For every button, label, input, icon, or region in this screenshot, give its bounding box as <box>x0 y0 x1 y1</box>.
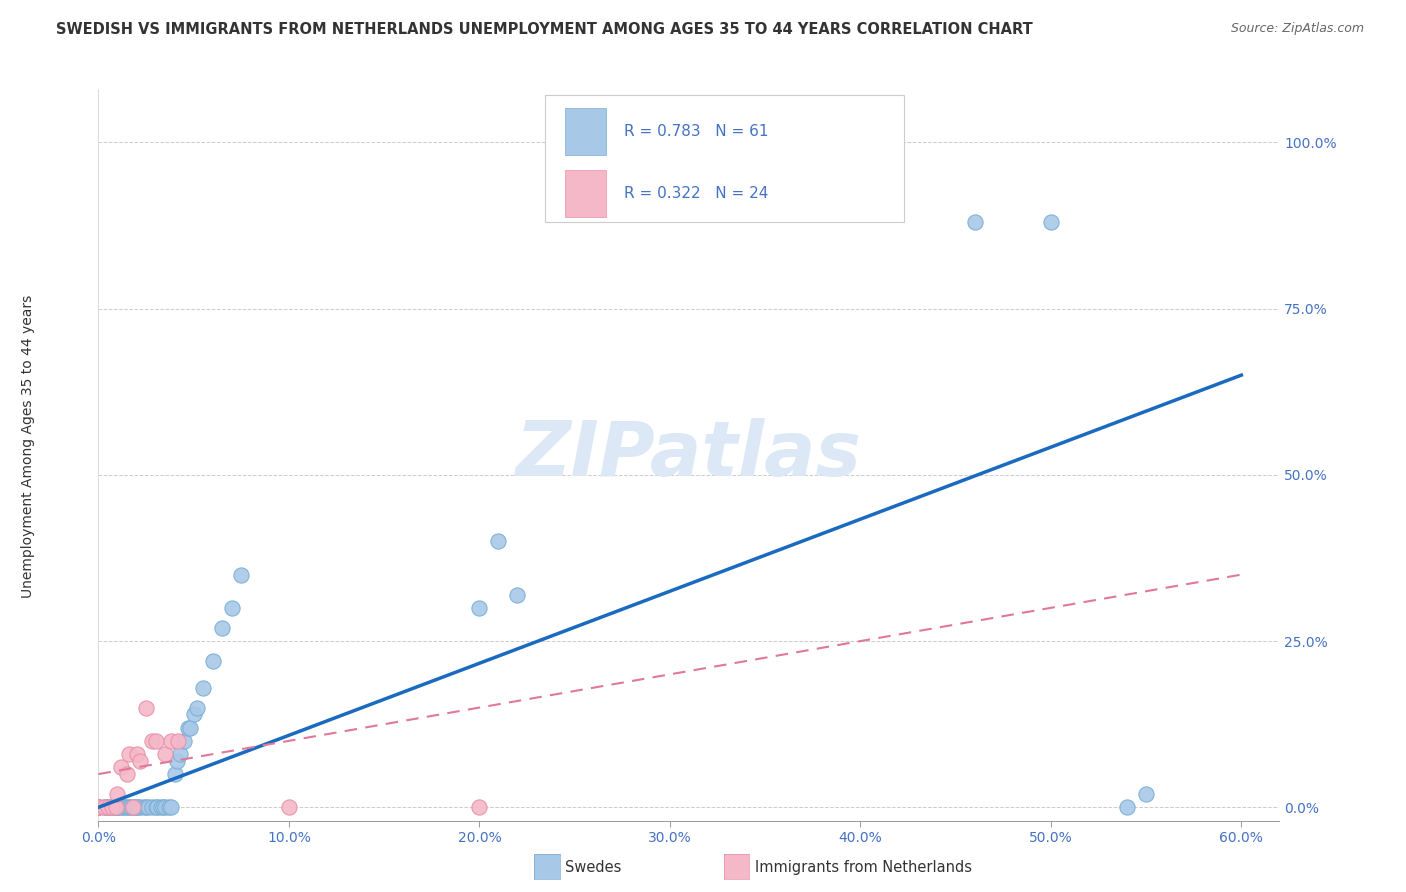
Point <box>87 800 110 814</box>
Point <box>100 800 122 814</box>
Text: Immigrants from Netherlands: Immigrants from Netherlands <box>755 860 972 874</box>
Point <box>141 734 163 748</box>
Point <box>125 800 148 814</box>
Point <box>277 800 299 814</box>
Point <box>211 621 233 635</box>
Point <box>129 800 152 814</box>
Point <box>103 800 125 814</box>
Point <box>183 707 205 722</box>
Point <box>153 800 176 814</box>
Point <box>107 800 129 814</box>
Point <box>87 800 110 814</box>
Point <box>87 800 110 814</box>
Point <box>121 800 143 814</box>
Point <box>104 800 127 814</box>
Point <box>114 800 136 814</box>
Point <box>159 800 181 814</box>
Point <box>112 800 135 814</box>
Point <box>146 800 169 814</box>
Point <box>125 747 148 761</box>
Point <box>87 800 110 814</box>
Point <box>121 800 143 814</box>
Point <box>145 734 167 748</box>
Point <box>1039 215 1062 229</box>
Point <box>506 588 529 602</box>
Point <box>173 734 195 748</box>
Point <box>153 747 176 761</box>
Point <box>93 800 115 814</box>
Text: R = 0.322   N = 24: R = 0.322 N = 24 <box>624 186 768 201</box>
Point <box>124 800 146 814</box>
Point <box>152 800 174 814</box>
Point <box>110 800 132 814</box>
FancyBboxPatch shape <box>546 95 904 222</box>
Text: R = 0.783   N = 61: R = 0.783 N = 61 <box>624 124 769 139</box>
Point <box>135 800 157 814</box>
Point <box>100 800 122 814</box>
Point <box>127 800 149 814</box>
Point <box>97 800 120 814</box>
Point <box>87 800 110 814</box>
Point <box>136 800 159 814</box>
Point <box>231 567 253 582</box>
Point <box>87 800 110 814</box>
Text: Swedes: Swedes <box>565 860 621 874</box>
Point <box>186 700 208 714</box>
Point <box>118 800 141 814</box>
Point <box>201 654 224 668</box>
Point <box>163 767 186 781</box>
Point <box>166 754 188 768</box>
Point <box>108 800 131 814</box>
Point <box>87 800 110 814</box>
Text: SWEDISH VS IMMIGRANTS FROM NETHERLANDS UNEMPLOYMENT AMONG AGES 35 TO 44 YEARS CO: SWEDISH VS IMMIGRANTS FROM NETHERLANDS U… <box>56 22 1033 37</box>
Point <box>193 681 215 695</box>
Text: Unemployment Among Ages 35 to 44 years: Unemployment Among Ages 35 to 44 years <box>21 294 35 598</box>
Point <box>145 800 167 814</box>
Point <box>97 800 120 814</box>
Point <box>94 800 117 814</box>
Point <box>177 721 200 735</box>
Point <box>157 800 180 814</box>
Point <box>179 721 201 735</box>
Text: ZIPatlas: ZIPatlas <box>516 418 862 491</box>
Point <box>135 700 157 714</box>
Point <box>963 215 986 229</box>
Point <box>107 800 129 814</box>
Point <box>1135 787 1157 801</box>
Point <box>87 800 110 814</box>
Point <box>169 747 191 761</box>
Point <box>107 787 129 801</box>
Point <box>115 800 138 814</box>
Bar <box>565 108 606 155</box>
Point <box>87 800 110 814</box>
Point <box>468 600 491 615</box>
Point <box>87 800 110 814</box>
Point <box>221 600 243 615</box>
Point <box>87 800 110 814</box>
Point <box>159 734 181 748</box>
Point <box>118 747 141 761</box>
Point <box>115 767 138 781</box>
Point <box>87 800 110 814</box>
Point <box>129 754 152 768</box>
Point <box>150 800 173 814</box>
Point <box>1116 800 1139 814</box>
Point <box>93 800 115 814</box>
Point <box>468 800 491 814</box>
Point <box>134 800 156 814</box>
Point <box>167 734 190 748</box>
Text: Source: ZipAtlas.com: Source: ZipAtlas.com <box>1230 22 1364 36</box>
Point <box>98 800 121 814</box>
Point <box>107 800 129 814</box>
Point <box>488 534 510 549</box>
Point <box>110 760 132 774</box>
Point <box>141 800 163 814</box>
Point <box>104 800 127 814</box>
Point <box>120 800 142 814</box>
Bar <box>565 169 606 218</box>
Point <box>87 800 110 814</box>
